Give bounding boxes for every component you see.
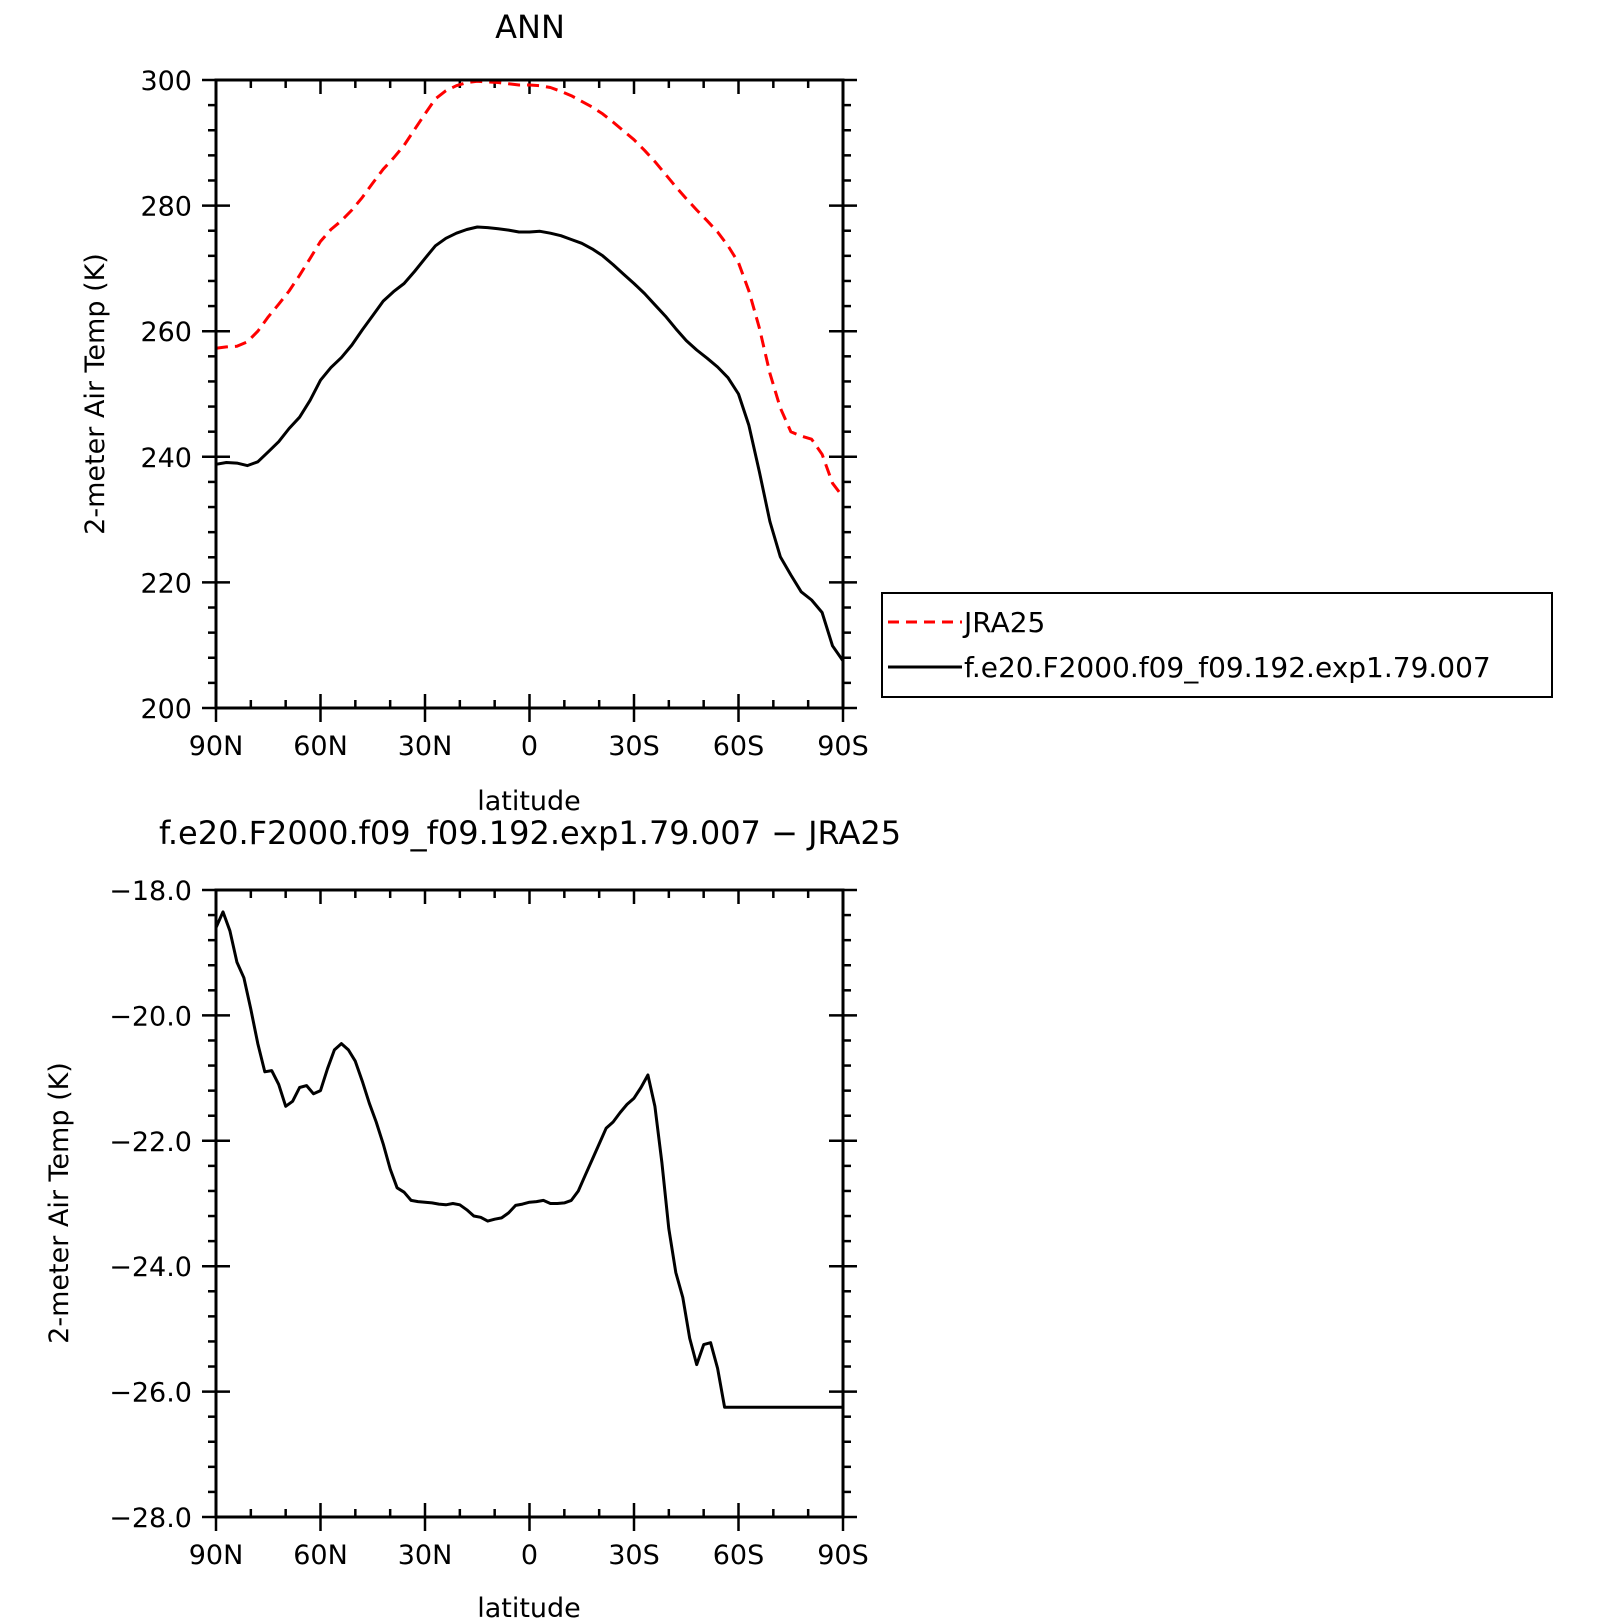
top-chart-series (215, 79, 845, 662)
top-chart: ANN 90N 60N 30N 0 30S 60S 90S 200 220 240 260 280 3… (80, 8, 869, 817)
bottom-chart-title: f.e20.F2000.f09_f09.192.exp1.79.007 − JR… (159, 814, 901, 852)
bottom-chart-x-tick-label: 0 (521, 1540, 538, 1571)
bottom-chart-x-tick-label: 60S (713, 1540, 765, 1571)
top-chart-y-tick-label: 240 (140, 443, 192, 474)
top-chart-x-tick-labels: 90N 60N 30N 0 30S 60S 90S (189, 731, 869, 762)
bottom-chart-series (214, 910, 843, 1409)
top-chart-y-axis-label: 2-meter Air Temp (K) (80, 253, 111, 535)
bottom-chart-x-tick-label: 90N (189, 1540, 244, 1571)
bottom-chart-y-tick-label: −20.0 (109, 1001, 192, 1032)
top-chart-x-tick-label: 30N (398, 731, 453, 762)
top-chart-y-tick-label: 220 (140, 568, 192, 599)
bottom-chart-y-tick-labels: −28.0 −26.0 −24.0 −22.0 −20.0 −18.0 (109, 876, 192, 1534)
top-chart-x-axis-label: latitude (477, 786, 581, 817)
bottom-chart-frame (214, 888, 845, 1519)
bottom-chart-series-line-0 (214, 910, 843, 1409)
bottom-chart-x-tick-label: 90S (817, 1540, 869, 1571)
top-chart-x-tick-label: 0 (521, 731, 538, 762)
legend-entry-jra25: JRA25 (962, 606, 1045, 639)
bottom-chart-x-tick-label: 60N (293, 1540, 348, 1571)
top-chart-x-tick-label: 30S (608, 731, 660, 762)
top-chart-y-tick-labels: 200 220 240 260 280 300 (140, 66, 192, 725)
bottom-chart-y-tick-label: −22.0 (109, 1127, 192, 1158)
top-chart-y-tick-label: 260 (140, 317, 192, 348)
bottom-chart-x-axis-label: latitude (477, 1593, 581, 1619)
bottom-chart-y-tick-label: −28.0 (109, 1503, 192, 1534)
legend: JRA25 f.e20.F2000.f09_f09.192.exp1.79.00… (881, 592, 1553, 698)
top-chart-y-tick-label: 200 (140, 694, 192, 725)
bottom-chart-x-tick-label: 30S (608, 1540, 660, 1571)
top-chart-series-line-1 (215, 225, 845, 662)
top-chart-x-tick-label: 60S (713, 731, 765, 762)
bottom-chart-y-tick-label: −18.0 (109, 876, 192, 907)
top-chart-series-line-0 (215, 79, 845, 498)
bottom-chart-x-tick-labels: 90N 60N 30N 0 30S 60S 90S (189, 1540, 869, 1571)
top-chart-x-tick-label: 60N (293, 731, 348, 762)
bottom-chart: f.e20.F2000.f09_f09.192.exp1.79.007 − JR… (44, 814, 901, 1619)
top-chart-frame (214, 78, 845, 710)
bottom-chart-y-tick-label: −26.0 (109, 1378, 192, 1409)
legend-entry-model: f.e20.F2000.f09_f09.192.exp1.79.007 (964, 651, 1491, 684)
bottom-chart-y-axis-label: 2-meter Air Temp (K) (44, 1062, 75, 1344)
legend-box (881, 592, 1553, 698)
top-chart-ticks (202, 78, 857, 722)
top-chart-y-tick-label: 300 (140, 66, 192, 97)
top-chart-y-tick-label: 280 (140, 192, 192, 223)
bottom-chart-ticks (202, 888, 857, 1531)
top-chart-title: ANN (495, 8, 565, 46)
top-chart-x-tick-label: 90S (817, 731, 869, 762)
bottom-chart-y-tick-label: −24.0 (109, 1252, 192, 1283)
top-chart-x-tick-label: 90N (189, 731, 244, 762)
bottom-chart-x-tick-label: 30N (398, 1540, 453, 1571)
